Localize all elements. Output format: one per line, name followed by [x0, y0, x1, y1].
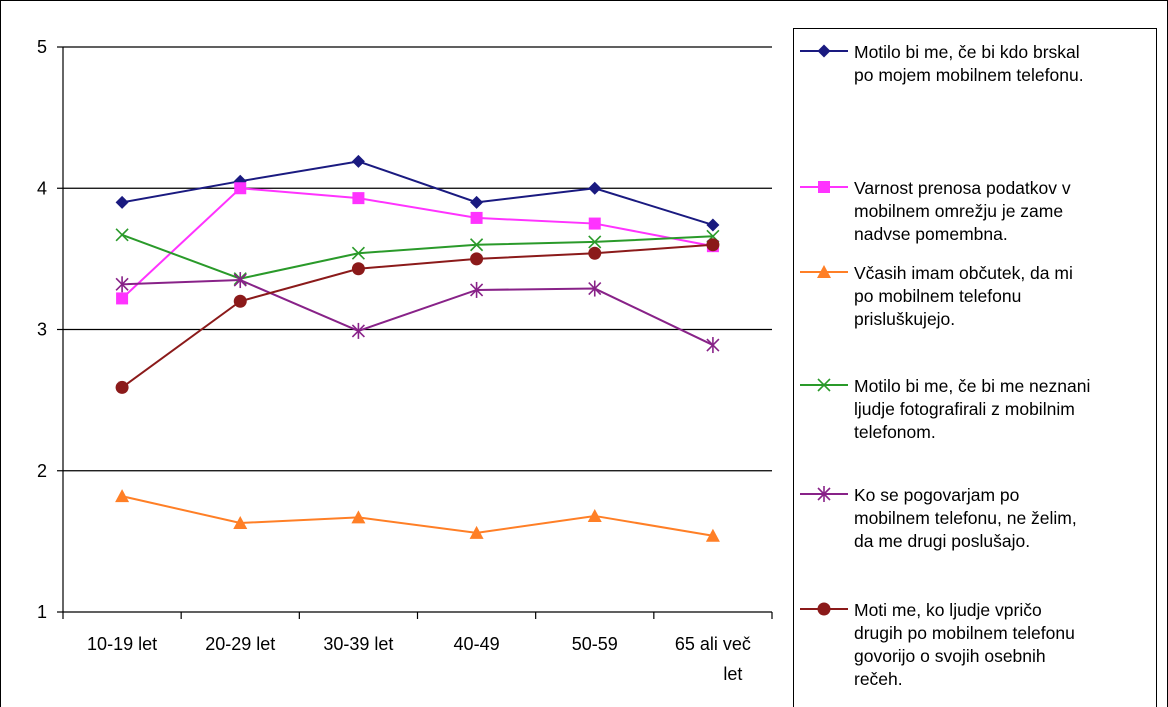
data-point: [706, 337, 720, 354]
x-tick-label: 50-59: [572, 634, 618, 654]
legend-symbol: [818, 181, 830, 193]
series-3: [115, 489, 720, 542]
data-point: [352, 192, 365, 205]
legend-marker: [800, 181, 848, 193]
data-point: [470, 211, 483, 224]
data-point: [116, 292, 129, 305]
series-line: [121, 495, 714, 537]
legend-marker: [800, 44, 848, 58]
data-point: [351, 154, 365, 168]
legend-symbol: [817, 378, 831, 392]
legend-label: Moti me, ko ljudje vpričo drugih po mobi…: [854, 600, 1075, 689]
legend-label: Motilo bi me, če bi me neznani ljudje fo…: [854, 376, 1091, 442]
data-point: [233, 516, 248, 530]
x-tick-label: 20-29 let: [205, 634, 275, 654]
data-point: [351, 262, 365, 276]
data-point: [351, 322, 365, 339]
data-point: [706, 238, 720, 252]
legend-label: Včasih imam občutek, da mi po mobilnem t…: [854, 263, 1073, 329]
legend-marker: [800, 265, 848, 278]
y-tick-label: 4: [37, 178, 47, 198]
legend-label: Ko se pogovarjam po mobilnem telefonu, n…: [854, 485, 1077, 551]
y-tick-label: 2: [37, 461, 47, 481]
series-line: [121, 187, 714, 300]
legend-label: Varnost prenosa podatkov v mobilnem omre…: [854, 178, 1071, 244]
x-tick-label: 10-19 let: [87, 634, 157, 654]
legend: Motilo bi me, če bi kdo brskal po mojem …: [793, 28, 1157, 707]
data-point: [470, 281, 484, 298]
legend-marker: [800, 602, 848, 616]
legend-marker: [800, 486, 848, 502]
data-point: [470, 195, 484, 209]
data-point: [234, 182, 247, 195]
y-tick-label: 5: [37, 37, 47, 57]
series-line: [121, 243, 713, 389]
y-tick-label: 1: [37, 602, 47, 622]
data-point: [115, 195, 129, 209]
data-point: [115, 489, 130, 503]
data-point: [587, 508, 602, 522]
data-point: [588, 217, 601, 230]
data-point: [351, 246, 365, 260]
data-point: [588, 280, 602, 297]
series-line: [121, 233, 713, 280]
series-line: [121, 160, 714, 226]
legend-symbol: [817, 486, 831, 502]
data-point: [706, 218, 720, 232]
legend-symbol: [817, 265, 831, 278]
legend-symbol: [817, 44, 831, 58]
data-point: [705, 528, 720, 542]
data-point: [115, 228, 129, 242]
series-4: [115, 228, 720, 286]
data-point: [470, 252, 484, 266]
y-tick-label: 3: [37, 320, 47, 340]
series-2: [116, 182, 719, 305]
series-line: [122, 279, 714, 346]
legend-marker: [800, 378, 848, 392]
series-6: [115, 238, 720, 394]
legend-label: Motilo bi me, če bi kdo brskal po mojem …: [854, 42, 1084, 85]
data-point: [233, 294, 247, 308]
data-point: [470, 238, 484, 252]
data-point: [588, 181, 602, 195]
legend-symbol: [817, 602, 831, 616]
data-point: [115, 380, 129, 394]
data-point: [588, 235, 602, 249]
x-tick-label: 40-49: [454, 634, 500, 654]
x-tick-label: 30-39 let: [323, 634, 393, 654]
data-point: [233, 272, 247, 289]
data-point: [115, 276, 129, 293]
x-tick-label: 65 ali več let: [675, 634, 751, 684]
data-point: [469, 525, 484, 539]
data-point: [588, 246, 602, 260]
data-point: [351, 510, 366, 524]
series-5: [115, 272, 720, 354]
